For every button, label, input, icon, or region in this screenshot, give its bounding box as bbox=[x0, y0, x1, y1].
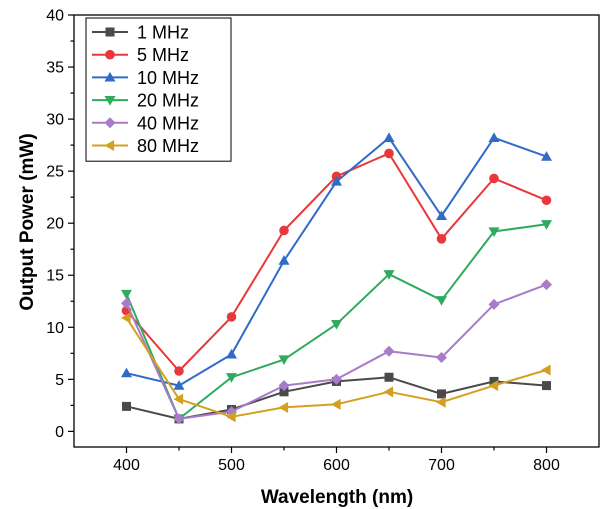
data-point-10-mhz bbox=[541, 151, 552, 161]
data-point-20-mhz bbox=[383, 270, 395, 280]
legend-label-80-mhz: 80 MHz bbox=[137, 136, 199, 156]
legend-marker-1-mhz bbox=[105, 27, 115, 37]
series-40-mhz bbox=[121, 279, 552, 425]
series-80-mhz bbox=[121, 312, 551, 423]
data-point-10-mhz bbox=[121, 367, 132, 378]
data-point-20-mhz bbox=[121, 289, 132, 300]
data-point-10-mhz bbox=[226, 348, 237, 359]
data-point-80-mhz bbox=[488, 380, 499, 392]
data-point-5-mhz bbox=[279, 225, 289, 236]
y-tick-label: 10 bbox=[46, 320, 64, 337]
data-point-10-mhz bbox=[436, 210, 447, 221]
legend-label-40-mhz: 40 MHz bbox=[137, 113, 199, 133]
data-point-80-mhz bbox=[121, 312, 131, 324]
data-point-5-mhz bbox=[541, 195, 552, 206]
x-axis-title: Wavelength (nm) bbox=[261, 487, 413, 508]
data-point-1-mhz bbox=[489, 376, 499, 386]
data-point-40-mhz bbox=[121, 297, 132, 309]
data-point-20-mhz bbox=[226, 373, 237, 383]
series-line-40-mhz bbox=[125, 283, 547, 420]
y-axis-title: Output Power (mW) bbox=[17, 133, 38, 310]
data-point-10-mhz bbox=[488, 132, 500, 142]
data-point-20-mhz bbox=[488, 227, 500, 238]
data-point-40-mhz bbox=[436, 351, 447, 363]
data-point-5-mhz bbox=[489, 173, 499, 184]
y-tick-label: 15 bbox=[46, 268, 64, 285]
y-tick-label: 40 bbox=[46, 8, 64, 25]
data-point-80-mhz bbox=[226, 411, 236, 423]
legend-label-10-mhz: 10 MHz bbox=[137, 68, 199, 88]
data-point-40-mhz bbox=[278, 380, 290, 392]
legend-marker-40-mhz bbox=[104, 117, 116, 129]
data-point-5-mhz bbox=[384, 148, 394, 159]
data-point-10-mhz bbox=[331, 176, 342, 186]
data-point-80-mhz bbox=[383, 386, 394, 398]
series-20-mhz bbox=[121, 220, 552, 425]
data-point-5-mhz bbox=[436, 234, 447, 244]
data-point-1-mhz bbox=[437, 389, 446, 399]
y-tick-label: 0 bbox=[55, 424, 64, 441]
data-point-80-mhz bbox=[173, 393, 184, 405]
data-point-1-mhz bbox=[122, 401, 131, 411]
data-point-10-mhz bbox=[173, 380, 185, 390]
legend-box bbox=[85, 17, 232, 162]
legend-marker-5-mhz bbox=[105, 49, 115, 60]
legend-marker-20-mhz bbox=[104, 95, 116, 106]
legend-label-20-mhz: 20 MHz bbox=[137, 91, 199, 111]
data-point-40-mhz bbox=[383, 345, 395, 357]
data-point-20-mhz bbox=[278, 355, 290, 366]
x-tick-label: 400 bbox=[113, 457, 140, 474]
series-10-mhz bbox=[121, 132, 552, 390]
data-point-40-mhz bbox=[173, 413, 185, 425]
data-point-80-mhz bbox=[278, 401, 289, 413]
legend-label-1-mhz: 1 MHz bbox=[137, 23, 189, 43]
legend-marker-80-mhz bbox=[104, 140, 115, 151]
y-tick-label: 5 bbox=[55, 372, 64, 389]
data-point-1-mhz bbox=[542, 381, 551, 391]
y-tick-label: 35 bbox=[46, 60, 64, 77]
data-point-80-mhz bbox=[436, 396, 446, 408]
data-point-1-mhz bbox=[384, 372, 394, 382]
data-point-20-mhz bbox=[436, 296, 447, 306]
series-line-5-mhz bbox=[125, 152, 547, 372]
legend-marker-10-mhz bbox=[104, 71, 116, 82]
x-tick-label: 500 bbox=[218, 457, 245, 474]
x-tick-label: 700 bbox=[428, 457, 455, 474]
x-tick-label: 600 bbox=[323, 457, 350, 474]
x-tick-label: 800 bbox=[533, 457, 560, 474]
data-point-80-mhz bbox=[331, 398, 341, 410]
data-point-40-mhz bbox=[331, 373, 342, 385]
y-tick-label: 20 bbox=[46, 216, 64, 233]
data-point-20-mhz bbox=[541, 220, 552, 230]
data-point-10-mhz bbox=[278, 255, 290, 265]
data-point-10-mhz bbox=[383, 132, 395, 142]
legend-label-5-mhz: 5 MHz bbox=[137, 45, 189, 65]
data-point-1-mhz bbox=[279, 387, 289, 397]
data-point-40-mhz bbox=[488, 298, 500, 310]
y-tick-label: 25 bbox=[46, 164, 64, 181]
data-point-5-mhz bbox=[226, 312, 237, 322]
data-point-40-mhz bbox=[541, 279, 552, 291]
data-point-5-mhz bbox=[174, 366, 184, 376]
y-tick-label: 30 bbox=[46, 112, 64, 129]
data-point-20-mhz bbox=[331, 320, 342, 330]
data-point-80-mhz bbox=[541, 364, 551, 376]
